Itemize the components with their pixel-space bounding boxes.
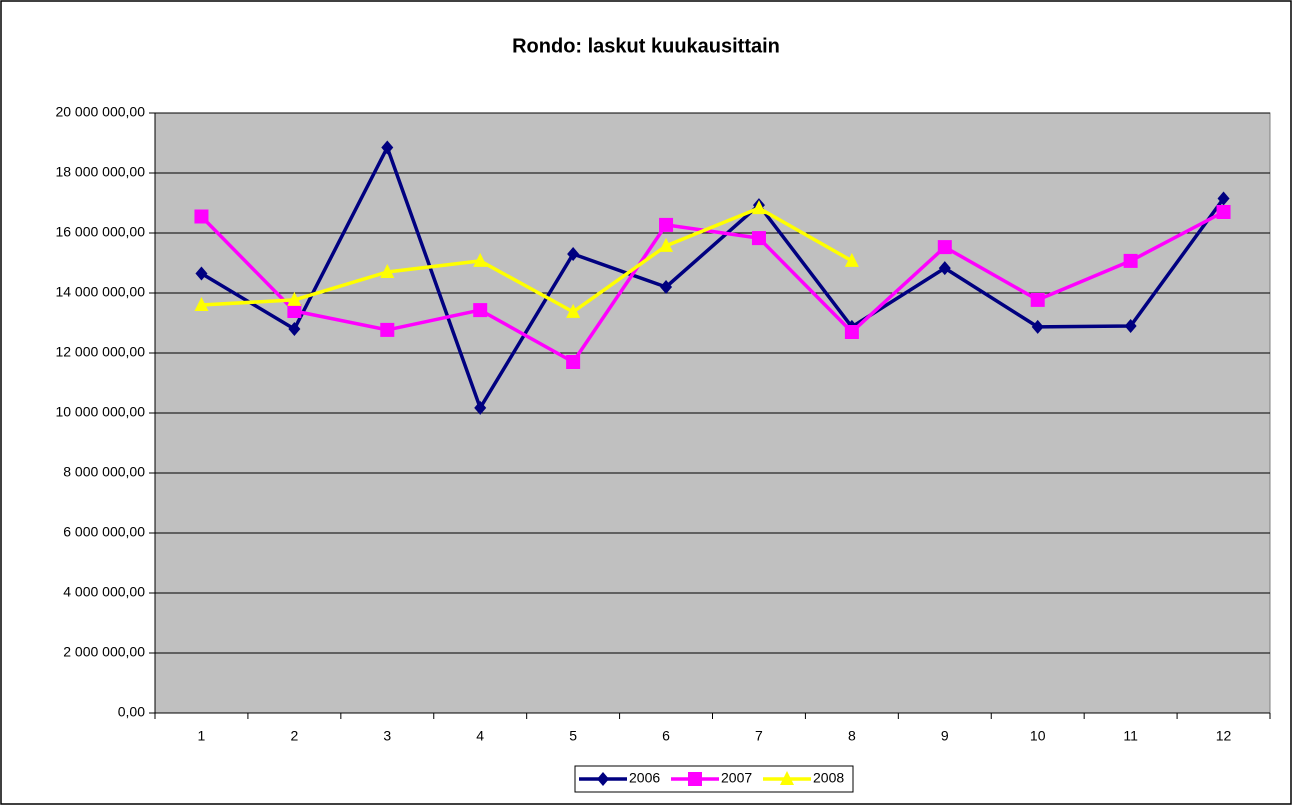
- y-tick-label: 4 000 000,00: [63, 584, 145, 600]
- marker: [1217, 191, 1230, 206]
- marker: [1123, 253, 1138, 268]
- marker: [1124, 319, 1137, 333]
- y-tick-label: 10 000 000,00: [55, 404, 145, 420]
- marker: [474, 400, 487, 415]
- marker: [1031, 319, 1044, 334]
- y-tick-label: 2 000 000,00: [63, 644, 145, 660]
- marker: [381, 140, 394, 155]
- marker: [597, 772, 609, 786]
- y-tick-label: 16 000 000,00: [55, 224, 145, 240]
- marker: [566, 303, 581, 318]
- series-line: [201, 206, 853, 314]
- marker: [751, 200, 766, 215]
- legend-label: 2007: [721, 770, 752, 786]
- marker: [473, 303, 488, 318]
- marker: [566, 355, 581, 369]
- x-tick-label: 4: [476, 728, 484, 744]
- legend-label: 2006: [629, 770, 660, 786]
- chart-title: Rondo: laskut kuukausittain: [512, 35, 780, 57]
- marker: [287, 304, 302, 318]
- y-tick-label: 0,00: [118, 704, 145, 720]
- marker: [380, 264, 395, 278]
- marker: [844, 325, 859, 339]
- x-tick-label: 3: [383, 728, 391, 744]
- marker: [844, 252, 859, 267]
- marker: [194, 297, 209, 311]
- marker: [194, 209, 209, 224]
- marker: [938, 261, 951, 276]
- series-line: [200, 210, 1225, 364]
- x-tick-label: 2: [290, 728, 298, 744]
- marker: [473, 252, 488, 267]
- x-tick-label: 1: [198, 728, 206, 744]
- x-tick-label: 10: [1030, 728, 1046, 744]
- y-tick-label: 12 000 000,00: [55, 344, 145, 360]
- marker: [660, 280, 673, 294]
- marker: [1216, 205, 1231, 219]
- y-tick-label: 8 000 000,00: [63, 464, 145, 480]
- y-tick-label: 18 000 000,00: [55, 164, 145, 180]
- marker: [751, 231, 766, 246]
- y-tick-label: 14 000 000,00: [55, 284, 145, 300]
- marker: [1030, 292, 1045, 307]
- x-tick-label: 8: [848, 728, 856, 744]
- x-tick-label: 12: [1216, 728, 1232, 744]
- y-tick-label: 6 000 000,00: [63, 524, 145, 540]
- marker: [287, 291, 302, 306]
- marker: [780, 771, 794, 785]
- marker: [567, 247, 580, 261]
- x-tick-label: 7: [755, 728, 763, 744]
- marker: [659, 217, 674, 232]
- legend-label: 2008: [813, 770, 844, 786]
- x-tick-label: 9: [941, 728, 949, 744]
- x-tick-label: 5: [569, 728, 577, 744]
- x-tick-label: 11: [1123, 728, 1138, 744]
- marker: [659, 237, 674, 252]
- x-tick-label: 6: [662, 728, 670, 744]
- marker: [688, 772, 702, 786]
- marker: [288, 322, 301, 336]
- series-line: [200, 145, 1225, 410]
- marker: [380, 322, 395, 337]
- y-tick-label: 20 000 000,00: [55, 104, 145, 120]
- marker: [195, 266, 208, 281]
- marker: [937, 240, 952, 255]
